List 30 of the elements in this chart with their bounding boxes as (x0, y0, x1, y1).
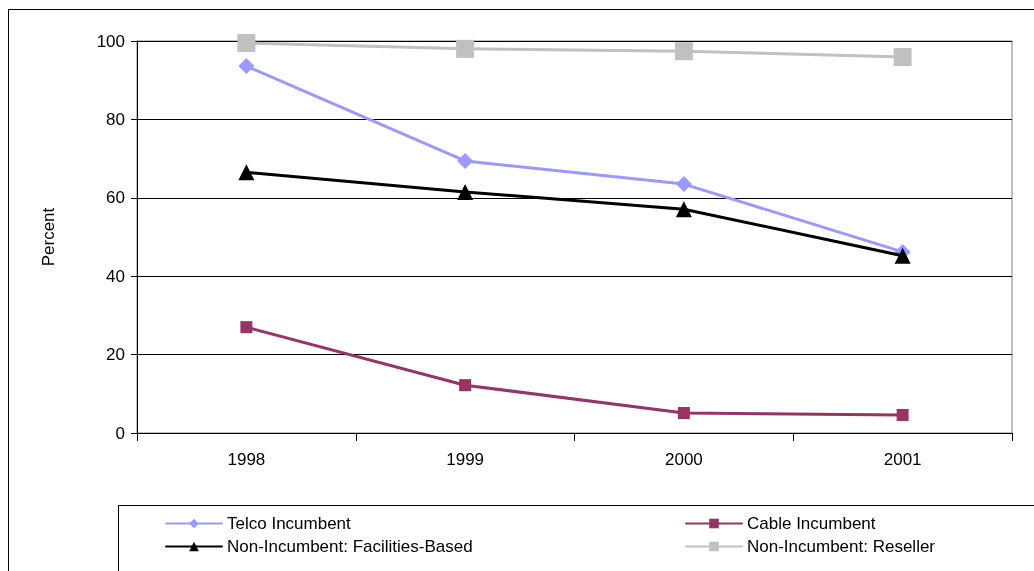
y-tick-label: 60 (106, 188, 125, 208)
y-tick-label: 100 (96, 31, 125, 51)
point (675, 201, 692, 218)
point (457, 152, 474, 169)
point (896, 408, 909, 421)
point (240, 321, 253, 334)
y-tick-label: 0 (115, 423, 125, 443)
point (456, 39, 475, 58)
point (238, 164, 255, 181)
y-tick-label: 20 (106, 345, 125, 365)
x-tick-label: 1998 (227, 450, 266, 469)
x-tick-label: 2000 (664, 450, 703, 469)
point (677, 407, 690, 420)
legend-label: Non-Incumbent: Facilities-Based (227, 537, 473, 556)
x-tick-label: 2001 (883, 450, 922, 469)
point (894, 247, 911, 264)
point (674, 42, 693, 61)
point (457, 183, 474, 200)
point (237, 33, 256, 52)
y-axis-title: Percent (39, 207, 58, 267)
y-tick-label: 40 (106, 266, 125, 286)
point (893, 48, 912, 67)
legend-label: Cable Incumbent (747, 514, 876, 533)
point (675, 176, 692, 193)
point (459, 379, 472, 392)
legend-label: Telco Incumbent (227, 514, 352, 533)
point (238, 58, 255, 75)
y-tick-label: 80 (106, 109, 125, 129)
x-tick-label: 1999 (446, 450, 485, 469)
legend-label: Non-Incumbent: Reseller (747, 537, 936, 556)
